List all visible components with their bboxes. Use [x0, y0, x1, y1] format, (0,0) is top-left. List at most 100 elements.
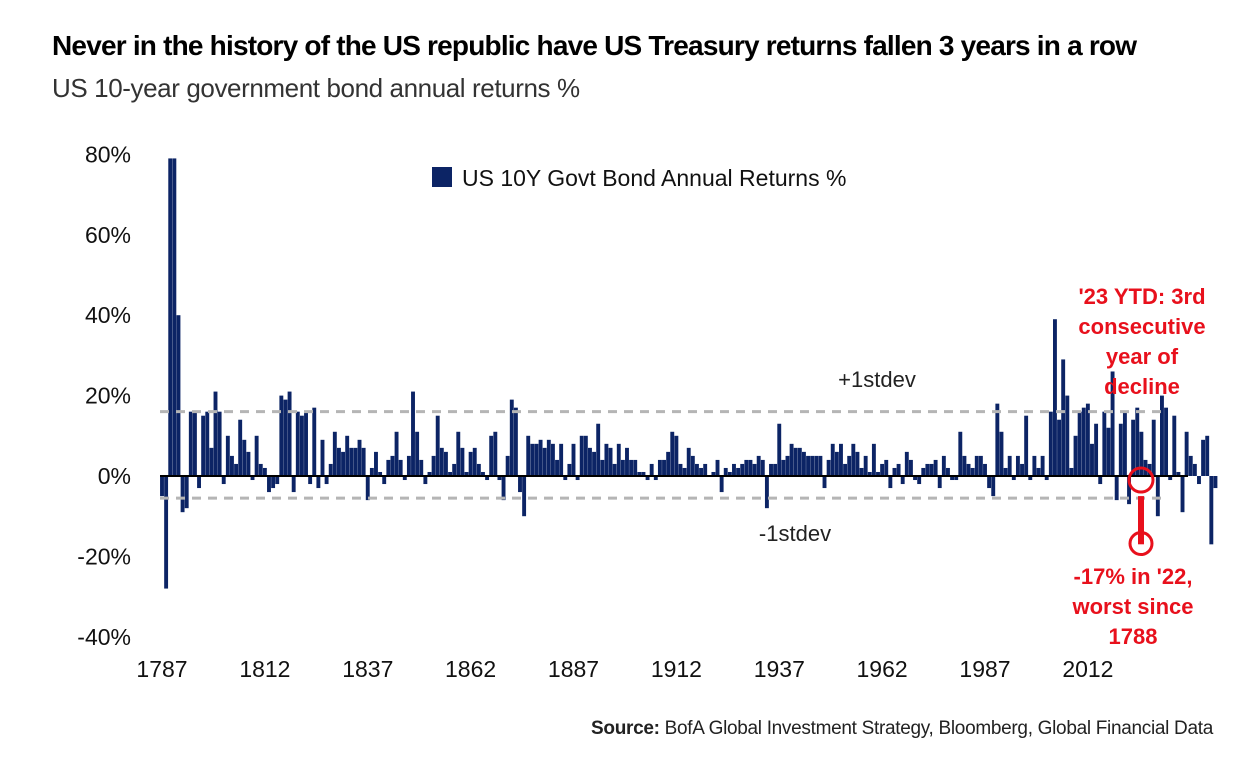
bar-2015 [1098, 476, 1103, 485]
bar-1797 [201, 415, 206, 476]
bar-1890 [583, 435, 588, 476]
bar-1821 [299, 415, 304, 476]
y-tick-label: 20% [85, 383, 131, 409]
x-tick-label: 1887 [548, 656, 599, 682]
bar-2010 [1077, 411, 1082, 476]
bar-2012 [1085, 403, 1090, 476]
bar-2031 [1164, 407, 1169, 476]
bar-1933 [760, 459, 765, 476]
bar-1989 [991, 476, 996, 497]
bar-1887 [571, 443, 576, 476]
bar-1923 [719, 476, 724, 493]
bar-1863 [472, 447, 477, 476]
bar-1932 [756, 455, 761, 476]
bar-1926 [732, 463, 736, 476]
bar-1937 [777, 423, 782, 476]
bar-1899 [620, 459, 625, 476]
legend-label: US 10Y Govt Bond Annual Returns % [462, 165, 846, 191]
x-tick-label: 2012 [1062, 656, 1113, 682]
bar-2006 [1061, 359, 1066, 476]
bar-1893 [596, 423, 601, 476]
bar-1853 [431, 455, 436, 476]
bar-1820 [295, 411, 300, 476]
bar-1998 [1028, 476, 1033, 481]
bar-1980 [954, 476, 959, 481]
bar-1826 [320, 439, 325, 476]
bar-1823 [308, 476, 313, 485]
bar-1946 [814, 455, 819, 476]
source-text: BofA Global Investment Strategy, Bloombe… [659, 718, 1214, 739]
bar-1896 [608, 447, 613, 476]
bar-1902 [633, 459, 638, 476]
bar-1970 [913, 476, 917, 481]
annotation-line: decline [1104, 374, 1180, 399]
bar-1799 [209, 447, 214, 476]
bar-1908 [657, 459, 662, 476]
bar-1948 [822, 476, 827, 489]
bar-1867 [489, 435, 494, 476]
bar-1864 [476, 463, 481, 476]
bar-1790 [172, 158, 177, 477]
bar-1924 [723, 467, 728, 476]
bar-1796 [197, 476, 201, 489]
bar-1942 [797, 447, 802, 476]
bar-1991 [999, 431, 1004, 476]
bar-1788 [164, 476, 169, 589]
bar-1909 [662, 459, 666, 476]
bar-1943 [801, 451, 806, 476]
bar-1892 [592, 451, 597, 476]
x-tick-label: 1862 [445, 656, 496, 682]
bar-series [160, 158, 1218, 589]
bar-1986 [978, 455, 983, 476]
bar-2016 [1102, 411, 1107, 476]
source-note: Source: BofA Global Investment Strategy,… [591, 718, 1213, 740]
bar-1907 [653, 476, 658, 481]
bar-1952 [839, 443, 843, 476]
chart-subtitle: US 10-year government bond annual return… [52, 73, 580, 103]
bar-1841 [382, 476, 387, 485]
bar-1881 [546, 439, 551, 476]
bar-1842 [386, 459, 391, 476]
source-label: Source: [591, 718, 660, 739]
bar-1966 [896, 463, 901, 476]
bar-1967 [900, 476, 905, 485]
bar-1913 [678, 463, 683, 476]
bar-2038 [1192, 463, 1197, 476]
bar-1894 [600, 459, 605, 476]
bar-1904 [641, 471, 646, 476]
bar-1960 [871, 443, 876, 476]
bar-2033 [1172, 415, 1177, 476]
bar-2017 [1106, 427, 1111, 476]
bar-2022 [1127, 476, 1131, 505]
bar-2036 [1184, 431, 1189, 476]
bar-1852 [427, 471, 432, 476]
bar-1891 [588, 447, 592, 476]
bar-1861 [464, 471, 469, 476]
bar-1839 [374, 451, 378, 476]
bar-2028 [1151, 419, 1156, 476]
bar-1988 [987, 476, 992, 489]
bar-1990 [995, 403, 1000, 476]
y-tick-label: 0% [98, 463, 131, 489]
bar-1922 [715, 459, 720, 476]
bar-1992 [1003, 467, 1008, 476]
bar-2004 [1053, 319, 1057, 476]
legend-swatch [432, 167, 452, 187]
bar-1808 [246, 451, 251, 476]
bar-1843 [390, 455, 395, 476]
bar-1825 [316, 476, 321, 489]
bar-1832 [345, 435, 350, 476]
bar-1860 [460, 447, 465, 476]
bar-2021 [1122, 411, 1127, 476]
bar-1947 [818, 455, 823, 476]
marker-2022-circle [1128, 531, 1154, 557]
bar-2040 [1201, 439, 1206, 476]
bar-1940 [789, 443, 794, 476]
bar-2029 [1155, 476, 1160, 517]
bar-1883 [555, 459, 559, 476]
annotation-line: -17% in '22, [1073, 564, 1193, 589]
bar-2000 [1036, 467, 1041, 476]
bar-1813 [267, 476, 271, 493]
x-tick-label: 1937 [754, 656, 805, 682]
